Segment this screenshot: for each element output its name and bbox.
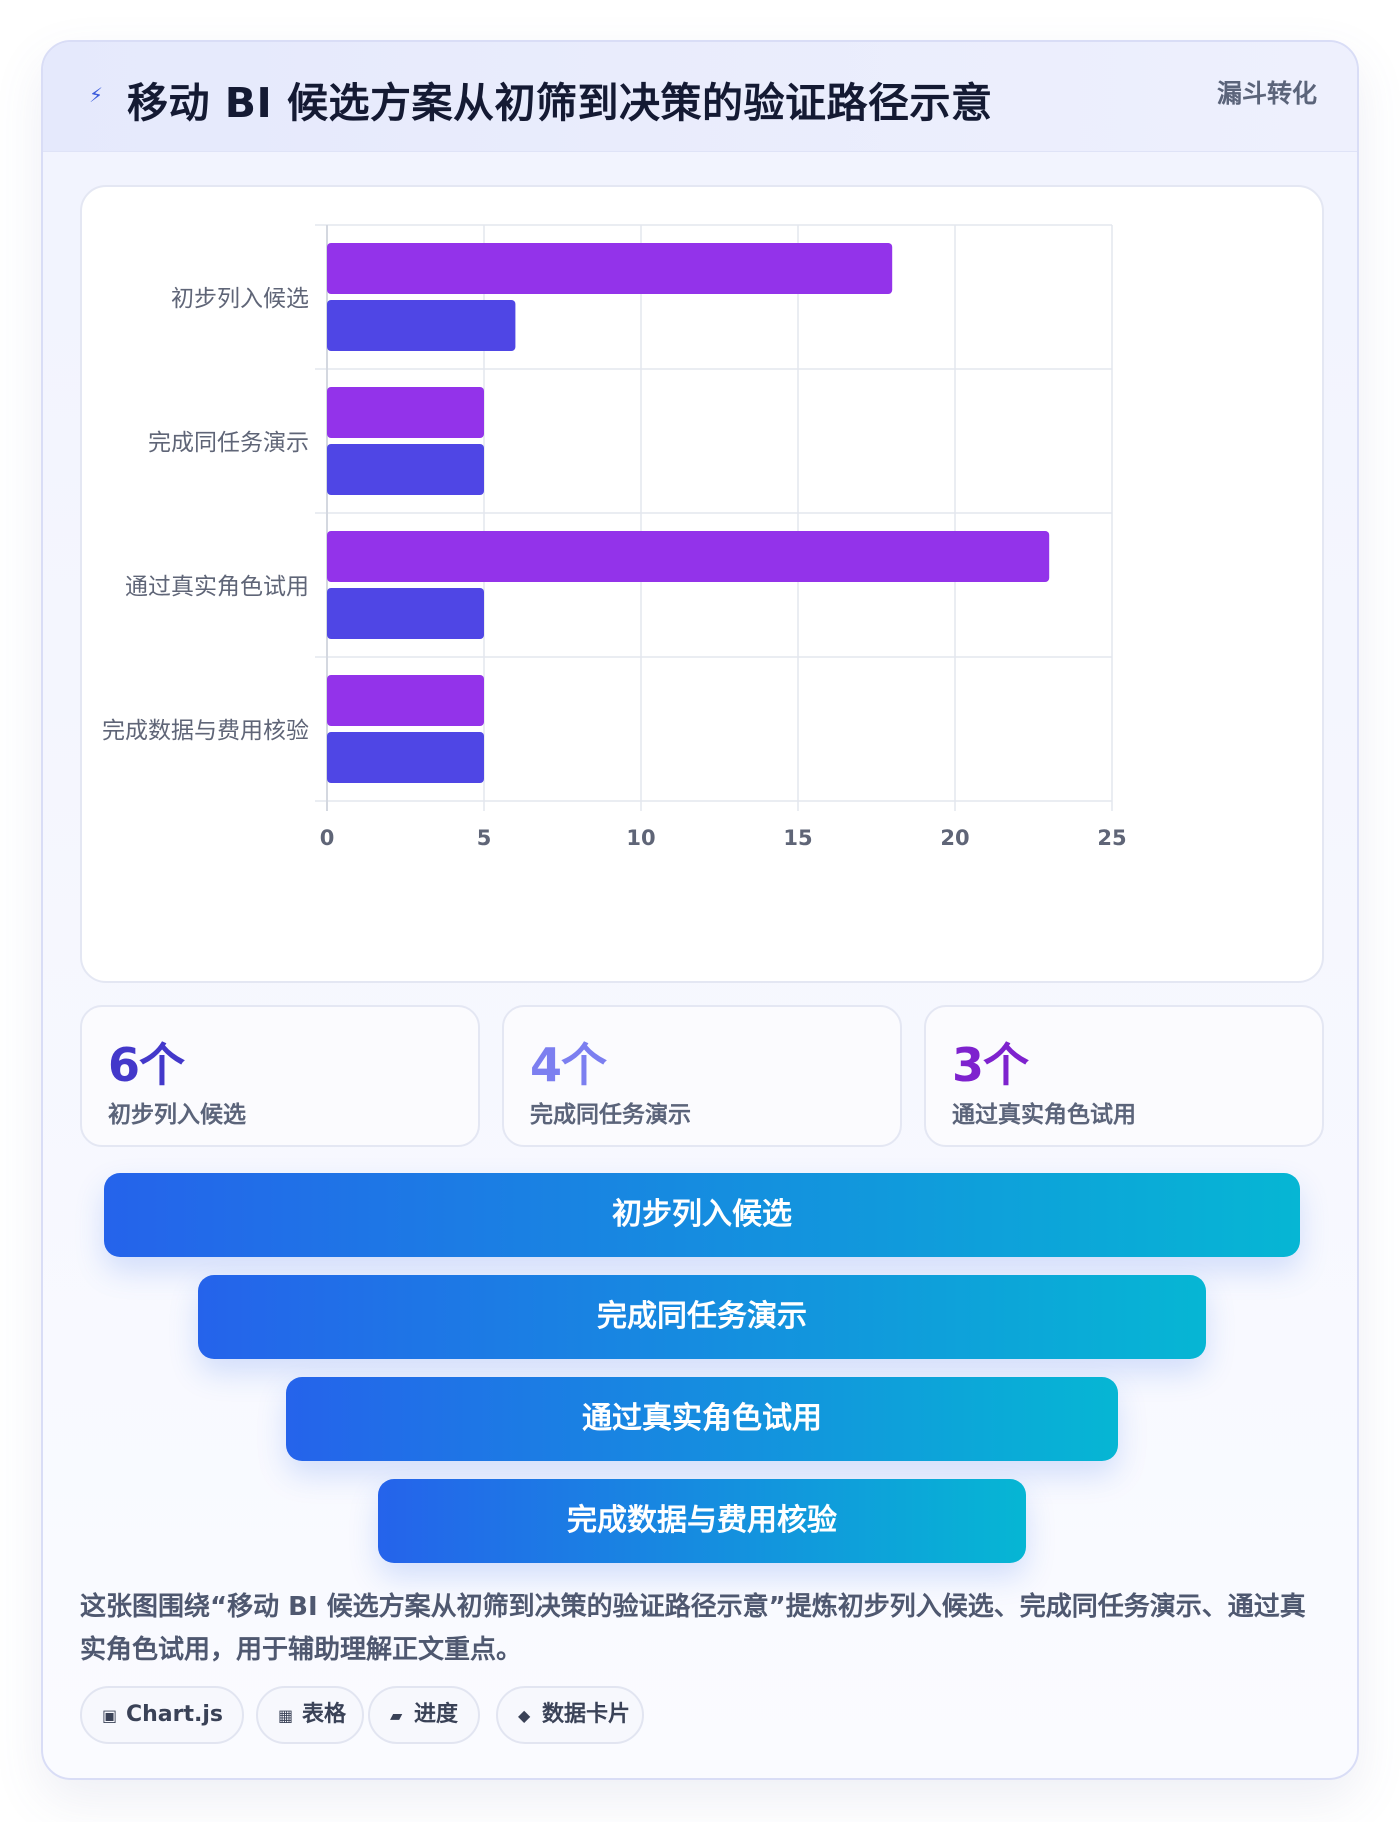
- bar: [327, 588, 484, 639]
- stat-label: 通过真实角色试用: [952, 1102, 1136, 1128]
- stat-card-demo: 4个 完成同任务演示: [502, 1005, 902, 1147]
- chart-description: 这张图围绕“移动 BI 候选方案从初筛到决策的验证路径示意”提炼初步列入候选、完…: [80, 1592, 1306, 1665]
- chip-table[interactable]: ▦ 表格: [256, 1686, 364, 1744]
- y-tick-label: 通过真实角色试用: [125, 574, 309, 600]
- x-tick-label: 20: [940, 826, 969, 850]
- stat-value: 6个: [108, 1038, 185, 1092]
- chip-data-card[interactable]: ◆ 数据卡片: [496, 1686, 644, 1744]
- chip-progress[interactable]: ▰ 进度: [368, 1686, 480, 1744]
- bar: [327, 243, 893, 294]
- y-tick-label: 初步列入候选: [171, 286, 309, 312]
- funnel-step: 通过真实角色试用: [286, 1377, 1118, 1461]
- bar: [327, 387, 484, 438]
- bar-chart-container: 初步列入候选完成同任务演示通过真实角色试用完成数据与费用核验 0 5 10 15 20 25: [80, 185, 1324, 983]
- stat-card-trial: 3个 通过真实角色试用: [924, 1005, 1324, 1147]
- y-tick-label: 完成数据与费用核验: [102, 718, 309, 744]
- category-tag: 漏斗转化: [1216, 79, 1317, 108]
- chip-chartjs[interactable]: ▣ Chart.js: [80, 1686, 244, 1744]
- bar: [327, 531, 1050, 582]
- x-tick-label: 5: [477, 826, 492, 850]
- chart-card: ⚡ 移动 BI 候选方案从初筛到决策的验证路径示意 漏斗转化 初步列入候选 完成同…: [41, 40, 1359, 1780]
- funnel-step: 初步列入候选: [104, 1173, 1300, 1257]
- chip-label: Chart.js: [126, 1702, 224, 1727]
- stat-cards: 6个 初步列入候选 4个 完成同任务演示 3个 通过真实角色试用: [80, 1005, 1324, 1147]
- x-tick-label: 10: [626, 826, 655, 850]
- y-tick-label: 完成同任务演示: [148, 430, 309, 456]
- x-tick-label: 25: [1097, 826, 1126, 850]
- progress-icon: ▰: [390, 1706, 403, 1725]
- chip-label: 数据卡片: [542, 1702, 631, 1727]
- lightning-icon: ⚡: [88, 83, 104, 107]
- stat-value: 3个: [952, 1038, 1029, 1092]
- stat-label: 完成同任务演示: [530, 1102, 691, 1128]
- bar: [327, 444, 484, 495]
- table-icon: ▦: [278, 1706, 294, 1725]
- stat-card-candidates: 6个 初步列入候选: [80, 1005, 480, 1147]
- funnel-step: 完成数据与费用核验: [378, 1479, 1026, 1563]
- stat-value: 4个: [530, 1038, 607, 1092]
- bar: [327, 675, 484, 726]
- funnel-step: 完成同任务演示: [198, 1275, 1206, 1359]
- bar: [327, 732, 484, 783]
- chip-label: 进度: [414, 1702, 459, 1727]
- page-title: 移动 BI 候选方案从初筛到决策的验证路径示意: [127, 79, 993, 127]
- bar: [327, 300, 516, 351]
- card-icon: ◆: [518, 1706, 531, 1725]
- stat-label: 初步列入候选: [108, 1102, 246, 1128]
- card-header: ⚡ 移动 BI 候选方案从初筛到决策的验证路径示意 漏斗转化: [43, 42, 1357, 152]
- chart-icon: ▣: [102, 1706, 118, 1725]
- chip-label: 表格: [302, 1702, 347, 1727]
- x-tick-label: 0: [320, 826, 335, 850]
- x-tick-label: 15: [783, 826, 812, 850]
